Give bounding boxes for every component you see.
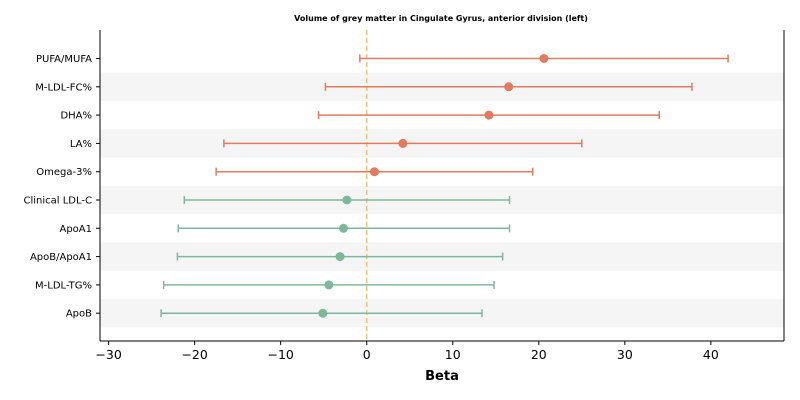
y-tick-label: DHA% bbox=[60, 111, 92, 122]
y-tick-label: Omega-3% bbox=[36, 167, 92, 178]
beta-point bbox=[342, 195, 352, 205]
x-tick-label: −10 bbox=[267, 347, 293, 362]
beta-point bbox=[318, 308, 328, 318]
chart-title: Volume of grey matter in Cingulate Gyrus… bbox=[294, 14, 588, 23]
x-tick-label: 40 bbox=[703, 347, 719, 362]
y-tick-label: PUFA/MUFA bbox=[36, 54, 92, 65]
y-tick-label: Clinical LDL-C bbox=[24, 196, 93, 207]
axes: PUFA/MUFA M-LDL-FC% DHA% LA% Omega-3% Clinica… bbox=[24, 30, 785, 362]
y-tick-label: ApoB bbox=[66, 309, 92, 320]
y-tick-label: M-LDL-TG% bbox=[35, 280, 92, 291]
plot-marks bbox=[160, 54, 729, 318]
beta-point bbox=[398, 138, 408, 148]
x-tick-label: −30 bbox=[95, 347, 121, 362]
beta-point bbox=[369, 167, 379, 177]
beta-point bbox=[504, 82, 514, 92]
x-tick-label: 10 bbox=[445, 347, 461, 362]
x-tick-label: 20 bbox=[531, 347, 547, 362]
x-tick-label: 30 bbox=[617, 347, 633, 362]
y-tick-label: ApoA1 bbox=[59, 224, 92, 235]
x-tick-label: −20 bbox=[181, 347, 207, 362]
beta-point bbox=[539, 54, 549, 63]
beta-point bbox=[335, 252, 345, 262]
y-tick-label: LA% bbox=[70, 139, 92, 150]
y-tick-label: M-LDL-FC% bbox=[35, 82, 92, 93]
x-axis-label: Beta bbox=[425, 369, 459, 384]
beta-point bbox=[324, 280, 334, 290]
y-tick-label: ApoB/ApoA1 bbox=[30, 252, 92, 263]
beta-point bbox=[338, 223, 348, 233]
beta-point bbox=[484, 110, 494, 120]
x-tick-label: 0 bbox=[363, 347, 371, 362]
